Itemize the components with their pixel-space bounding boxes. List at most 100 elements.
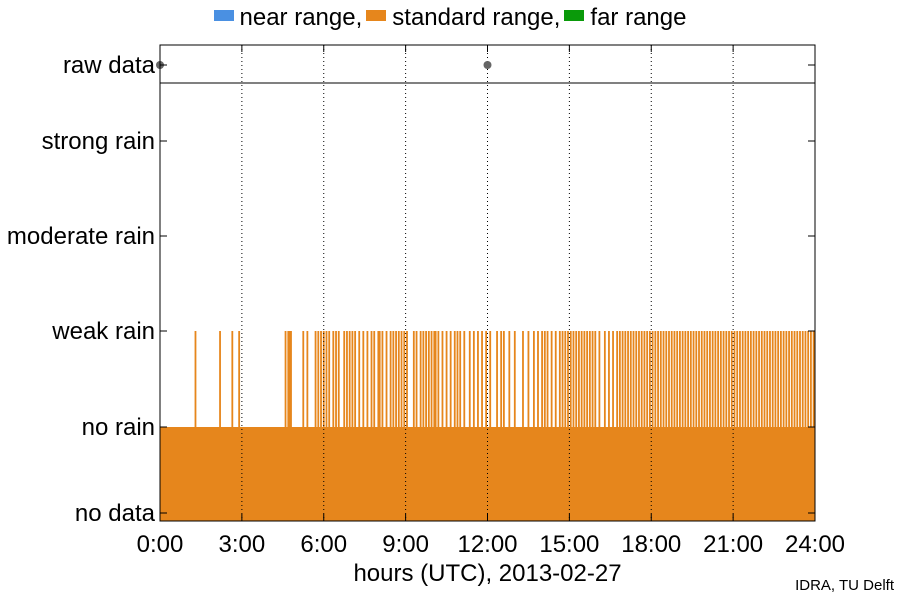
bar-weak-rain	[591, 331, 594, 427]
bar-weak-rain	[335, 331, 337, 427]
bar-weak-rain	[744, 331, 747, 427]
bar-weak-rain	[415, 331, 418, 427]
bar-weak-rain	[472, 331, 475, 427]
bar-weak-rain	[502, 331, 505, 427]
bar-weak-rain	[763, 331, 766, 427]
bar-weak-rain	[725, 331, 728, 427]
bar-weak-rain	[366, 331, 369, 427]
legend-item: standard range,	[366, 4, 560, 32]
bar-weak-rain	[231, 331, 234, 427]
bar-weak-rain	[412, 331, 415, 427]
bar-weak-rain	[722, 331, 725, 427]
bar-weak-rain	[377, 331, 380, 427]
bar-weak-rain	[741, 331, 744, 427]
y-tick-label: no rain	[82, 414, 155, 441]
bar-weak-rain	[406, 331, 408, 427]
bar-weak-rain	[673, 331, 676, 427]
bar-weak-rain	[320, 331, 322, 427]
y-tick-label: strong rain	[42, 128, 155, 155]
bar-weak-rain	[564, 331, 567, 427]
legend-label: far range	[590, 4, 687, 31]
bar-weak-rain	[755, 331, 758, 427]
bar-weak-rain	[477, 331, 479, 427]
bar-weak-rain	[569, 331, 572, 427]
bar-weak-rain	[425, 331, 427, 427]
bar-weak-rain	[456, 331, 459, 427]
bar-weak-rain	[736, 331, 739, 427]
bar-weak-rain	[378, 331, 381, 427]
bar-weak-rain	[760, 331, 763, 427]
bar-weak-rain	[616, 331, 619, 427]
bar-weak-rain	[698, 331, 700, 427]
bar-weak-rain	[567, 331, 569, 427]
bar-weak-rain	[430, 331, 433, 427]
legend: near range, standard range, far range	[0, 4, 900, 32]
bar-weak-rain	[646, 331, 649, 427]
bar-weak-rain	[812, 331, 815, 427]
bar-weak-rain	[624, 331, 627, 427]
bar-weak-rain	[290, 331, 292, 427]
bar-weak-rain	[284, 331, 287, 427]
bar-weak-rain	[522, 331, 524, 427]
x-tick-label: 3:00	[219, 531, 266, 558]
legend-swatch	[213, 10, 234, 22]
bar-weak-rain	[769, 331, 771, 427]
bar-weak-rain	[804, 331, 807, 427]
bar-weak-rain	[665, 331, 668, 427]
bar-weak-rain	[657, 331, 659, 427]
bar-weak-rain	[392, 331, 395, 427]
bar-weak-rain	[749, 331, 752, 427]
bar-weak-rain	[343, 331, 346, 427]
bar-weak-rain	[706, 331, 709, 427]
bar-weak-rain	[709, 331, 711, 427]
bar-weak-rain	[747, 331, 750, 427]
bar-weak-rain	[537, 331, 539, 427]
bar-weak-rain	[703, 331, 706, 427]
bar-weak-rain	[489, 331, 492, 427]
grid-lines	[241, 45, 734, 521]
bar-weak-rain	[513, 331, 516, 427]
bar-weak-rain	[730, 331, 733, 427]
bar-weak-rain	[500, 331, 503, 427]
bar-weak-rain	[381, 331, 384, 427]
bar-weak-rain	[362, 331, 365, 427]
y-tick-label: no data	[75, 500, 156, 527]
legend-label: standard range,	[392, 4, 561, 31]
bar-weak-rain	[370, 331, 373, 427]
bar-weak-rain	[433, 331, 436, 427]
bar-weak-rain	[700, 331, 703, 427]
bar-weak-rain	[668, 331, 670, 427]
bar-weak-rain	[572, 331, 575, 427]
legend-swatch	[366, 10, 387, 22]
bar-weak-rain	[793, 331, 796, 427]
bar-weak-rain	[437, 331, 440, 427]
bar-weak-rain	[419, 331, 422, 427]
raw-data-point	[483, 61, 492, 69]
legend-swatch	[564, 10, 585, 22]
x-tick-label: 24:00	[785, 531, 845, 558]
bar-weak-rain	[719, 331, 722, 427]
bar-weak-rain	[654, 331, 657, 427]
bar-weak-rain	[583, 331, 586, 427]
bar-weak-rain	[496, 331, 498, 427]
bar-weak-rain	[598, 331, 601, 427]
bar-weak-rain	[810, 331, 812, 427]
bar-weak-rain	[801, 331, 804, 427]
legend-label: near range,	[239, 4, 363, 31]
x-tick-label: 21:00	[703, 531, 763, 558]
bar-weak-rain	[779, 331, 782, 427]
bar-weak-rain	[427, 331, 430, 427]
bar-weak-rain	[711, 331, 714, 427]
bar-weak-rain	[766, 331, 769, 427]
y-tick-label: moderate rain	[7, 223, 155, 250]
bar-weak-rain	[287, 331, 290, 427]
bar-weak-rain	[728, 331, 730, 427]
bar-weak-rain	[580, 331, 583, 427]
bar-weak-rain	[306, 331, 309, 427]
bar-weak-rain	[790, 331, 793, 427]
bar-weak-rain	[434, 331, 437, 427]
bar-weak-rain	[575, 331, 578, 427]
bar-weak-rain	[389, 331, 392, 427]
bar-weak-rain	[348, 331, 351, 427]
